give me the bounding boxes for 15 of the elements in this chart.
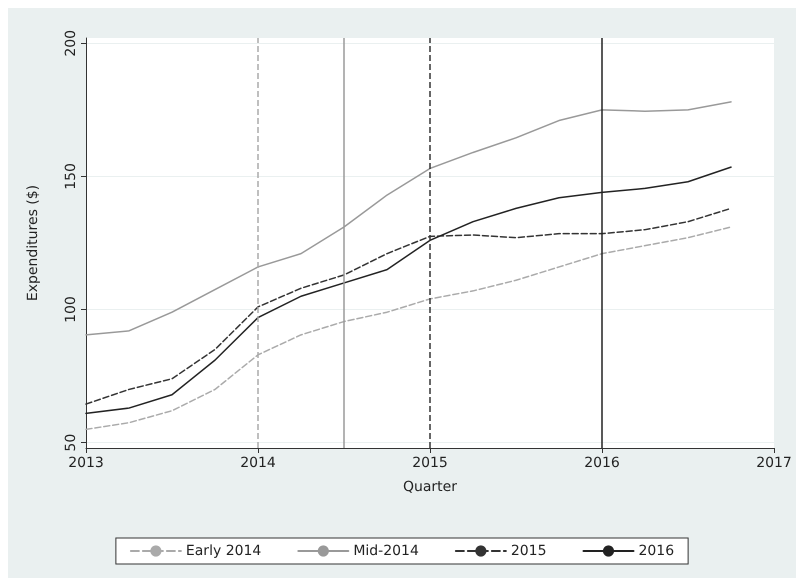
legend-label: 2015 [510, 543, 546, 559]
x-axis-title: Quarter [402, 479, 458, 495]
legend-label: 2016 [638, 543, 674, 559]
y-tick-label: 200 [63, 30, 79, 57]
y-tick-label: 50 [63, 434, 79, 452]
x-tick-label: 2013 [68, 455, 104, 471]
x-tick-label: 2017 [756, 455, 792, 471]
y-tick-label: 100 [63, 296, 79, 323]
x-tick-label: 2014 [240, 455, 276, 471]
x-tick-label: 2016 [584, 455, 620, 471]
y-axis-title: Expenditures ($) [25, 184, 41, 302]
y-tick-label: 150 [63, 163, 79, 190]
legend-label: Mid-2014 [353, 543, 419, 559]
x-tick-label: 2015 [412, 455, 448, 471]
legend-label: Early 2014 [186, 543, 262, 559]
